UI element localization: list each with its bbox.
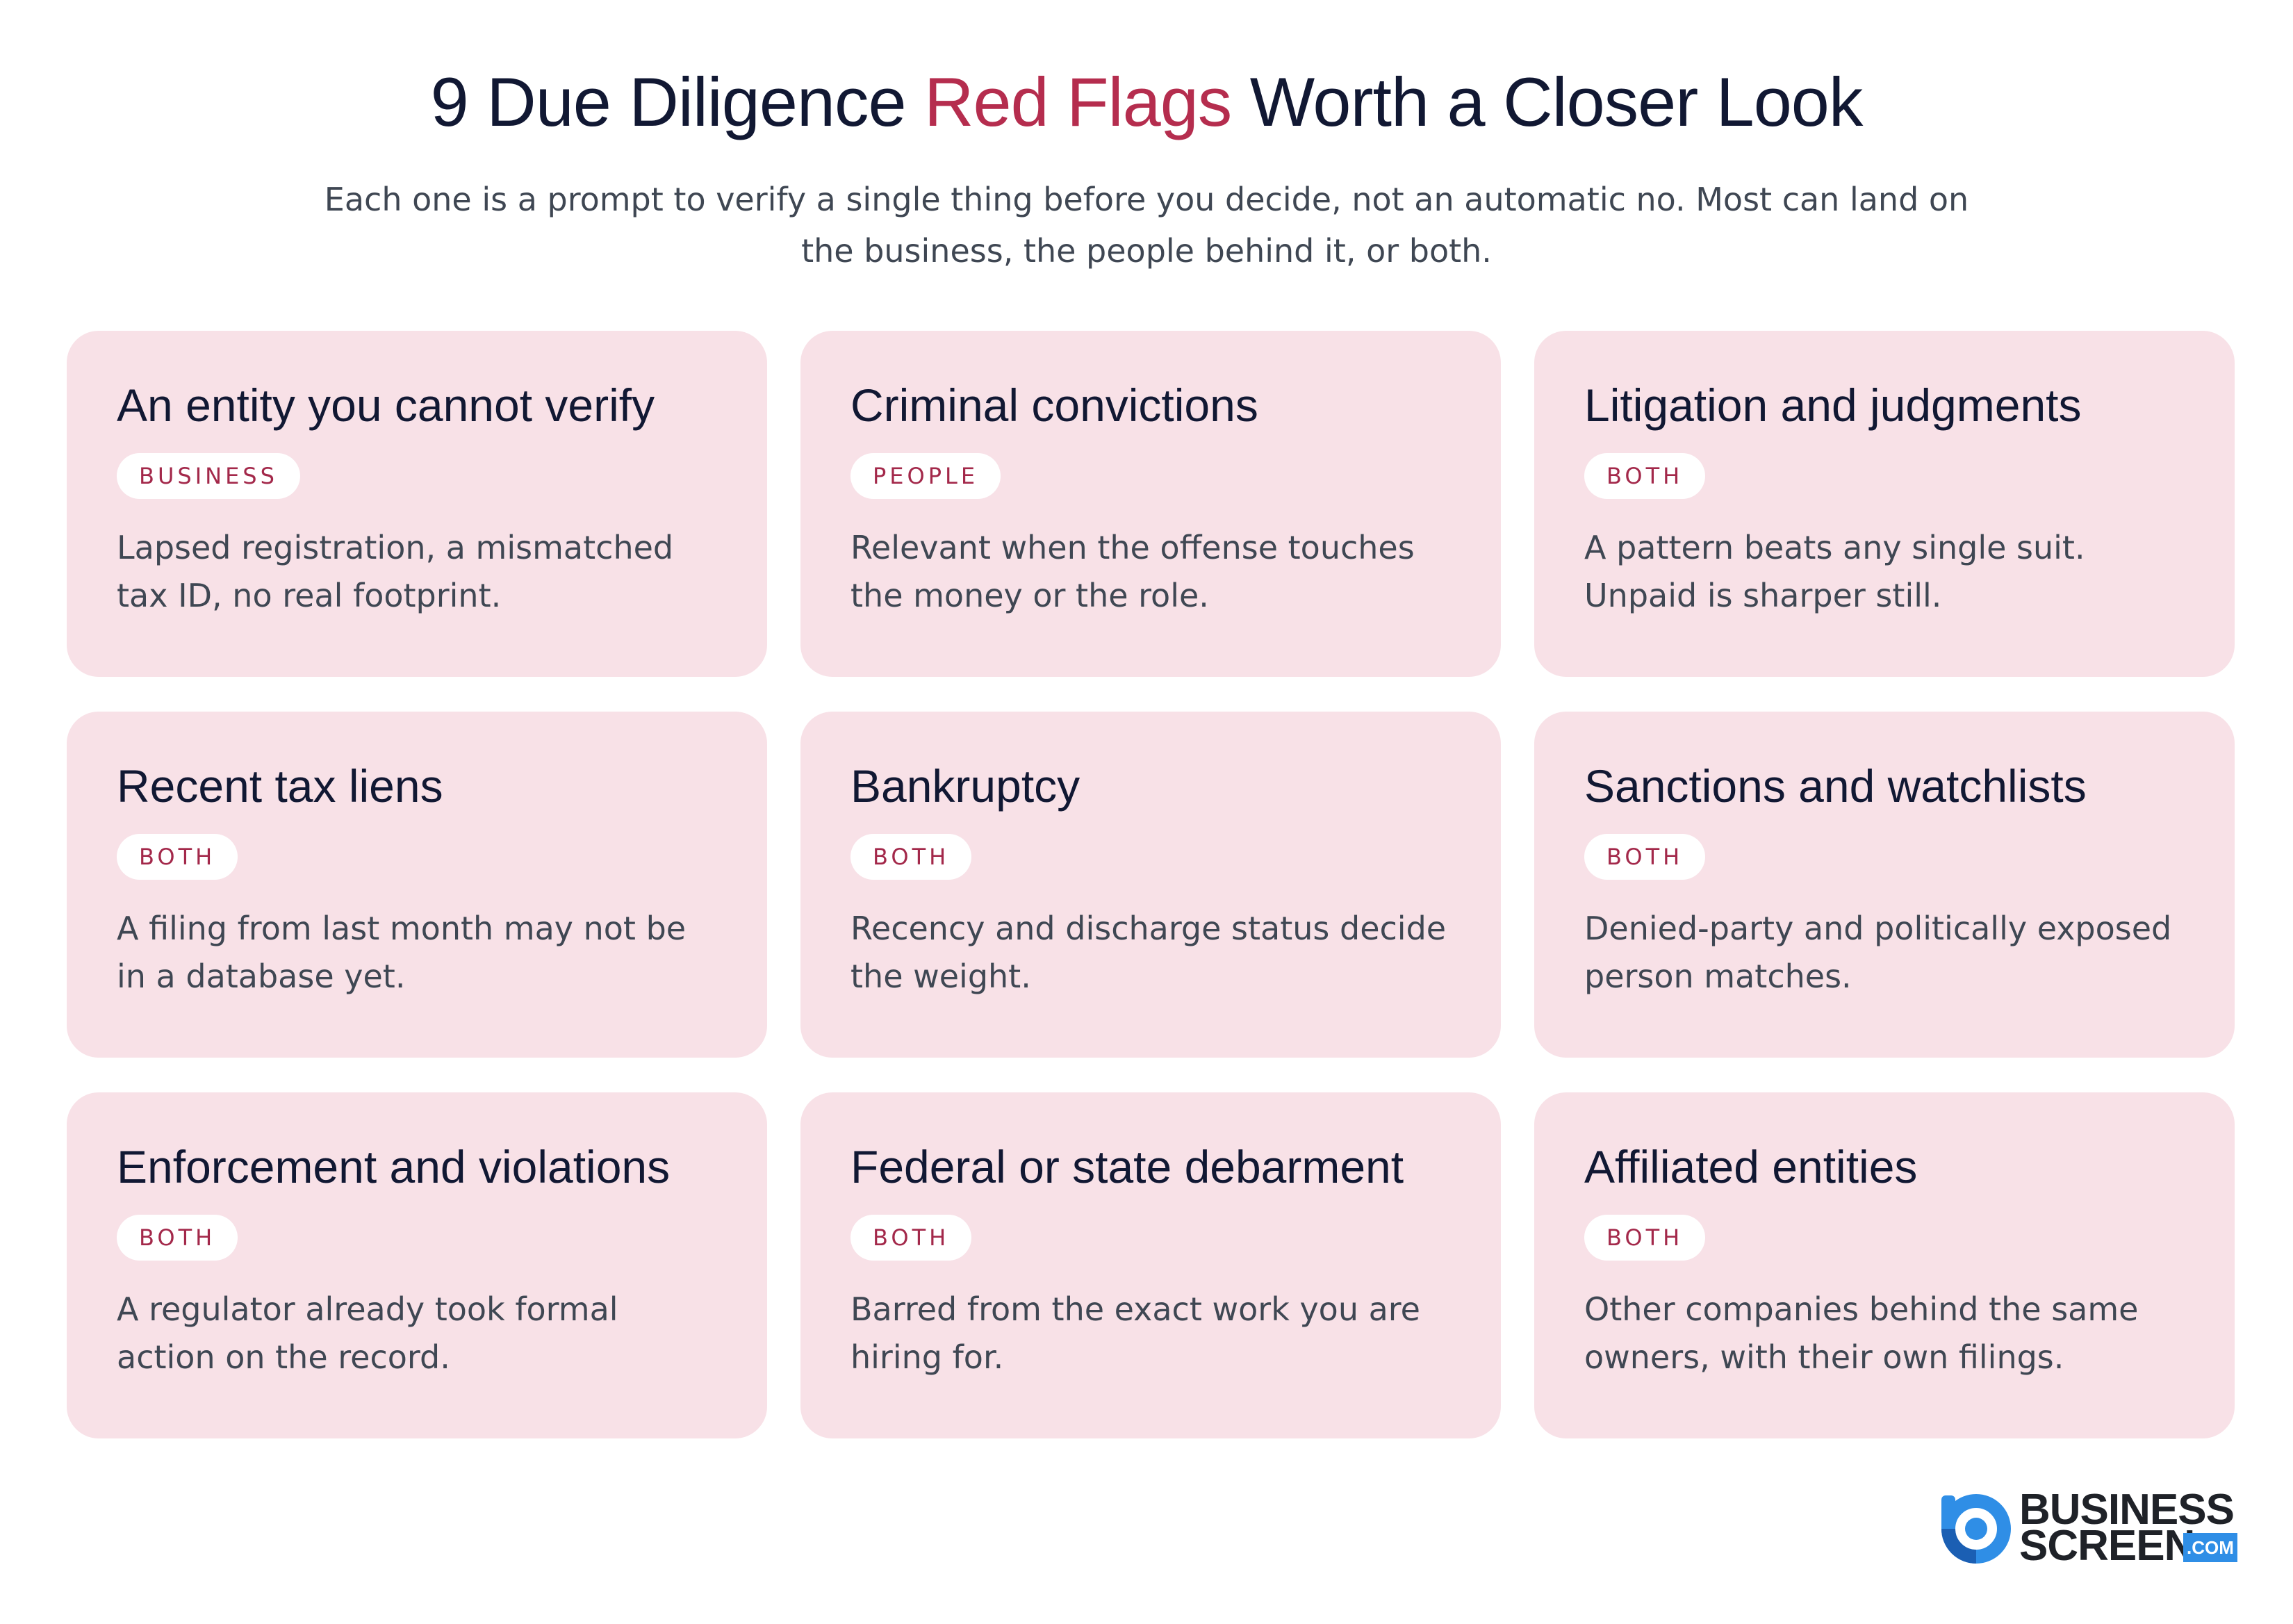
category-badge: BOTH: [1584, 833, 1706, 880]
category-badge: BOTH: [850, 1214, 972, 1261]
card-description: Denied-party and politically exposed per…: [1584, 909, 2172, 995]
flag-card: An entity you cannot verify BUSINESS Lap…: [67, 331, 767, 677]
header: 9 Due Diligence Red Flags Worth a Closer…: [0, 63, 2293, 277]
red-flag-grid: An entity you cannot verify BUSINESS Lap…: [67, 331, 2235, 1438]
businessscreen-logo-icon: [1941, 1494, 2011, 1564]
card-title: Bankruptcy: [850, 760, 1080, 812]
flag-card: Criminal convictions PEOPLE Relevant whe…: [800, 331, 1501, 677]
category-badge: BOTH: [117, 1214, 238, 1261]
logo-com-tag: .COM: [2183, 1533, 2237, 1562]
category-badge: BOTH: [117, 833, 238, 880]
flag-card: Federal or state debarment BOTH Barred f…: [800, 1092, 1501, 1438]
card-title: Sanctions and watchlists: [1584, 760, 2087, 812]
page-subtitle: Each one is a prompt to verify a single …: [324, 180, 1969, 270]
category-badge: PEOPLE: [850, 452, 1001, 499]
logo-word-business: BUSINESS: [2019, 1486, 2235, 1534]
card-description: A pattern beats any single suit. Unpaid …: [1584, 528, 2085, 614]
logo-word-screen: SCREEN: [2019, 1522, 2195, 1570]
title-end: Worth a Closer Look: [1231, 63, 1864, 140]
flag-card: Affiliated entities BOTH Other companies…: [1534, 1092, 2235, 1438]
card-title: Federal or state debarment: [850, 1141, 1404, 1192]
flag-card: Bankruptcy BOTH Recency and discharge st…: [800, 712, 1501, 1058]
flag-card: Litigation and judgments BOTH A pattern …: [1534, 331, 2235, 677]
brand-logo: BUSINESS SCREEN .COM: [1939, 1488, 2237, 1570]
card-title: Criminal convictions: [850, 379, 1258, 431]
flag-card: Enforcement and violations BOTH A regula…: [67, 1092, 767, 1438]
flag-card: Sanctions and watchlists BOTH Denied-par…: [1534, 712, 2235, 1058]
card-description: Recency and discharge status decide the …: [850, 909, 1447, 995]
category-badge: BOTH: [850, 833, 972, 880]
card-description: A regulator already took formal action o…: [117, 1290, 618, 1376]
card-title: Affiliated entities: [1584, 1141, 1918, 1192]
title-accent: Red Flags: [924, 63, 1232, 140]
title-start: 9 Due Diligence: [430, 63, 925, 140]
category-badge: BUSINESS: [117, 452, 300, 499]
card-description: Relevant when the offense touches the mo…: [850, 528, 1415, 614]
card-title: Recent tax liens: [117, 760, 443, 812]
card-title: Enforcement and violations: [117, 1141, 671, 1192]
flag-card: Recent tax liens BOTH A filing from last…: [67, 712, 767, 1058]
card-title: Litigation and judgments: [1584, 379, 2082, 431]
card-title: An entity you cannot verify: [117, 379, 655, 431]
card-description: Barred from the exact work you are hirin…: [850, 1290, 1420, 1376]
category-badge: BOTH: [1584, 452, 1706, 499]
category-badge: BOTH: [1584, 1214, 1706, 1261]
card-description: Lapsed registration, a mismatched tax ID…: [117, 528, 674, 614]
page-title: 9 Due Diligence Red Flags Worth a Closer…: [0, 63, 2293, 142]
card-description: A filing from last month may not be in a…: [117, 909, 687, 995]
card-description: Other companies behind the same owners, …: [1584, 1290, 2139, 1376]
